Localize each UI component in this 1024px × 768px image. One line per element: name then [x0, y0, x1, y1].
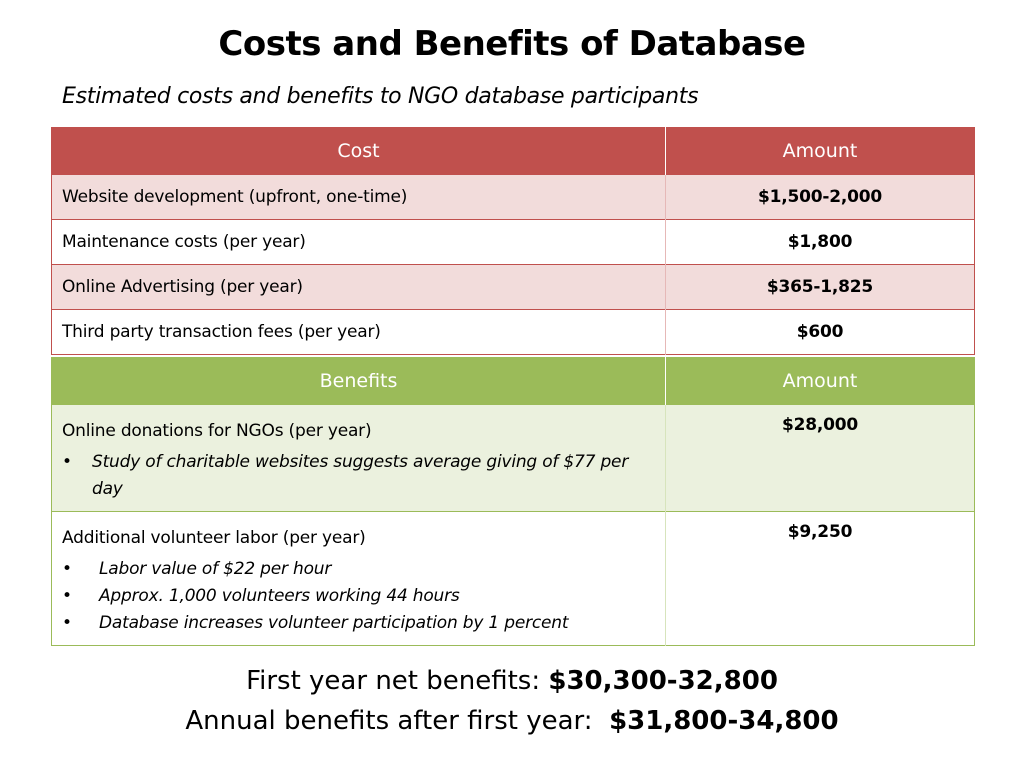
first-year-summary: First year net benefits: $30,300-32,800	[0, 666, 1024, 696]
benefit-item: Online donations for NGOs (per year)	[62, 421, 372, 441]
benefits-header-amount: Amount	[665, 357, 975, 405]
page-subtitle: Estimated costs and benefits to NGO data…	[62, 84, 699, 109]
cost-item: Online Advertising (per year)	[51, 264, 666, 310]
benefit-item: Additional volunteer labor (per year)	[62, 528, 366, 548]
cost-amount: $1,800	[665, 219, 975, 265]
cost-amount: $365-1,825	[665, 264, 975, 310]
table-row: Third party transaction fees (per year) …	[51, 309, 975, 355]
table-row: Maintenance costs (per year) $1,800	[51, 219, 975, 265]
table-row: Website development (upfront, one-time) …	[51, 174, 975, 220]
cost-item: Maintenance costs (per year)	[51, 219, 666, 265]
cost-item: Website development (upfront, one-time)	[51, 174, 666, 220]
benefit-amount: $28,000	[665, 404, 975, 512]
annual-label: Annual benefits after first year:	[185, 706, 610, 736]
benefit-note: Approx. 1,000 volunteers working 44 hour…	[62, 583, 655, 610]
annual-value: $31,800-34,800	[609, 706, 839, 736]
benefit-note: Labor value of $22 per hour	[62, 556, 655, 583]
first-year-value: $30,300-32,800	[548, 666, 778, 696]
costs-header-amount: Amount	[665, 127, 975, 175]
table-row: Online donations for NGOs (per year) Stu…	[51, 404, 975, 512]
benefit-note: Database increases volunteer participati…	[62, 610, 655, 637]
costs-header-row: Cost Amount	[51, 127, 975, 175]
first-year-label: First year net benefits:	[246, 666, 549, 696]
cost-amount: $600	[665, 309, 975, 355]
table-row: Additional volunteer labor (per year) La…	[51, 511, 975, 646]
benefit-amount: $9,250	[665, 511, 975, 646]
benefit-notes: Study of charitable websites suggests av…	[62, 449, 655, 503]
benefits-header-row: Benefits Amount	[51, 357, 975, 405]
cost-amount: $1,500-2,000	[665, 174, 975, 220]
table-row: Online Advertising (per year) $365-1,825	[51, 264, 975, 310]
page-title: Costs and Benefits of Database	[218, 24, 806, 64]
costs-table: Cost Amount Website development (upfront…	[51, 127, 975, 355]
benefits-table: Benefits Amount Online donations for NGO…	[51, 357, 975, 646]
benefits-header-benefits: Benefits	[51, 357, 666, 405]
benefit-notes: Labor value of $22 per hour Approx. 1,00…	[62, 556, 655, 637]
annual-summary: Annual benefits after first year: $31,80…	[0, 706, 1024, 736]
benefit-item-cell: Online donations for NGOs (per year) Stu…	[51, 404, 666, 512]
benefit-note: Study of charitable websites suggests av…	[62, 449, 655, 503]
benefit-item-cell: Additional volunteer labor (per year) La…	[51, 511, 666, 646]
costs-header-cost: Cost	[51, 127, 666, 175]
cost-item: Third party transaction fees (per year)	[51, 309, 666, 355]
